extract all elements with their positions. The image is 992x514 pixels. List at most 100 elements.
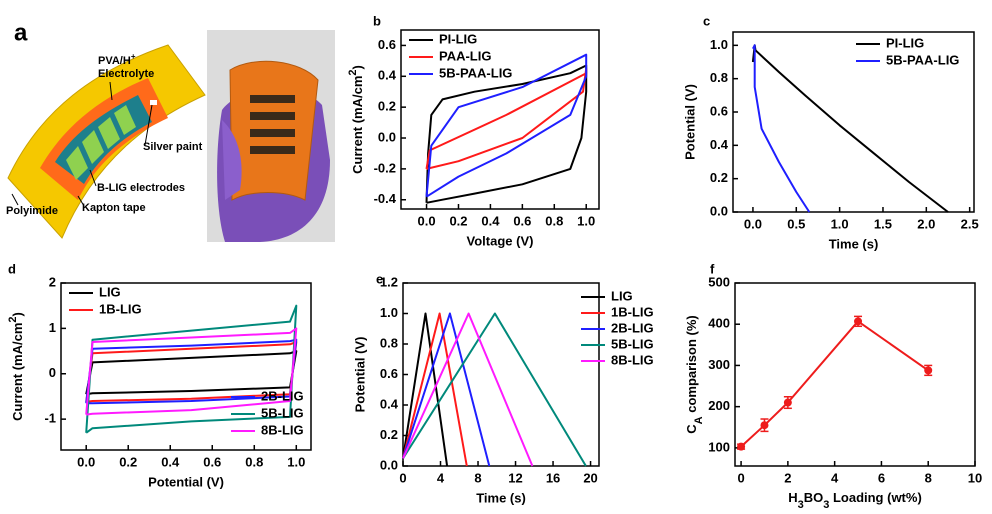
y-tick-label: 400 <box>708 316 730 331</box>
y-tick-label: 0.6 <box>710 103 728 118</box>
x-axis-label: H3BO3 Loading (wt%) <box>788 490 922 510</box>
y-tick-label: 200 <box>708 398 730 413</box>
x-tick-label: 0.8 <box>545 213 563 228</box>
x-tick-label: 4 <box>437 470 445 485</box>
x-tick-label: 4 <box>831 470 839 485</box>
annotation: Silver paint <box>143 141 203 153</box>
leader-lines <box>11 81 153 207</box>
x-tick-label: 16 <box>546 470 560 485</box>
annotation: Polyimide <box>6 205 58 217</box>
legend-label: 8B-LIG <box>611 352 654 367</box>
marker <box>760 421 769 430</box>
y-axis-label-part: comparison (%) <box>684 315 699 416</box>
x-tick-label: 1.0 <box>577 213 595 228</box>
y-tick-label: 0.2 <box>380 427 398 442</box>
y-axis-label-part: Current (mA/cm <box>350 76 365 174</box>
legend-label: 8B-LIG <box>261 422 304 437</box>
legend-label: LIG <box>611 288 633 303</box>
plot-frame <box>734 282 976 467</box>
x-axis-label-part: 3 <box>798 499 804 511</box>
marker <box>854 317 863 326</box>
y-tick-label: 0 <box>49 365 56 380</box>
y-axis-label-part: ) <box>350 65 365 69</box>
y-tick-label: 0.8 <box>710 70 728 85</box>
silver-paint <box>150 100 157 105</box>
series-line <box>402 312 534 467</box>
y-axis-label-part: 2 <box>347 69 359 75</box>
x-tick-label: 0.6 <box>203 454 221 469</box>
schematic: PVA/H+ Electrolyte Silver paint B-LIG el… <box>6 19 206 239</box>
y-axis-label-part: C <box>684 424 699 434</box>
series-line <box>85 304 298 434</box>
panel-letter: f <box>710 261 715 276</box>
x-tick-label: 6 <box>878 470 885 485</box>
legend-label: 5B-PAA-LIG <box>886 52 959 67</box>
x-tick-label: 0.0 <box>418 213 436 228</box>
x-tick-label: 0.5 <box>787 216 805 231</box>
y-tick-label: 2 <box>49 274 56 289</box>
legend-label: 1B-LIG <box>611 304 654 319</box>
annotation: Kapton tape <box>82 202 146 214</box>
panel-letter: c <box>703 13 710 28</box>
y-axis-label: Potential (V) <box>352 337 367 413</box>
x-tick-label: 12 <box>508 470 522 485</box>
electrodes <box>66 105 136 180</box>
series-line <box>402 312 491 467</box>
annotation-part: + <box>131 52 136 61</box>
legend-label: 5B-LIG <box>261 405 304 420</box>
series-line <box>752 44 811 213</box>
x-axis-label: Voltage (V) <box>467 233 534 248</box>
series-line <box>402 312 468 467</box>
y-tick-label: 0.0 <box>710 203 728 218</box>
y-tick-label: 0.8 <box>380 335 398 350</box>
y-axis-label: Current (mA/cm2) <box>7 312 26 421</box>
x-axis-label-part: 3 <box>823 499 829 511</box>
x-tick-label: 0.4 <box>161 454 180 469</box>
legend-label: 2B-LIG <box>611 320 654 335</box>
annotation: PVA/H+ <box>98 52 136 67</box>
y-tick-label: 0.2 <box>710 170 728 185</box>
panel-letter: e <box>376 271 383 286</box>
x-tick-label: 8 <box>925 470 932 485</box>
y-tick-label: 0.4 <box>378 68 397 83</box>
x-axis-label-part: H <box>788 490 797 505</box>
marker <box>783 398 792 407</box>
series-line <box>85 350 298 396</box>
y-tick-label: 0.6 <box>378 37 396 52</box>
legend-label: 1B-LIG <box>99 301 142 316</box>
y-axis-label-part: A <box>693 416 705 424</box>
y-tick-label: 0.4 <box>710 137 729 152</box>
x-tick-label: 2 <box>784 470 791 485</box>
y-tick-label: 0.2 <box>378 99 396 114</box>
x-tick-label: 0.0 <box>744 216 762 231</box>
x-axis-label: Time (s) <box>829 236 879 251</box>
legend-label: PI-LIG <box>886 35 924 50</box>
y-tick-label: -0.4 <box>374 191 397 206</box>
x-tick-label: 0.0 <box>77 454 95 469</box>
legend-label: LIG <box>99 284 121 299</box>
x-tick-label: 1.0 <box>831 216 849 231</box>
marker <box>737 442 746 451</box>
series-line <box>751 44 949 213</box>
legend-label: 5B-PAA-LIG <box>439 65 512 80</box>
x-tick-label: 0 <box>737 470 744 485</box>
legend-label: PI-LIG <box>439 31 477 46</box>
y-tick-label: 300 <box>708 357 730 372</box>
x-axis-label-part: BO <box>804 490 824 505</box>
plot-frame <box>732 31 975 213</box>
y-tick-label: 0.0 <box>380 457 398 472</box>
y-axis-label-part: ) <box>10 312 25 316</box>
panel-letter: a <box>14 19 28 46</box>
x-axis-label-part: Loading (wt%) <box>829 490 921 505</box>
y-tick-label: 500 <box>708 274 730 289</box>
plot-frame <box>400 29 600 210</box>
x-tick-label: 2.5 <box>961 216 979 231</box>
y-tick-label: 1.0 <box>380 305 398 320</box>
series-line <box>740 320 929 448</box>
silver-paint <box>8 188 16 194</box>
series-line <box>85 327 298 416</box>
annotation-part: PVA/H <box>98 55 131 67</box>
annotation: Electrolyte <box>98 68 154 80</box>
